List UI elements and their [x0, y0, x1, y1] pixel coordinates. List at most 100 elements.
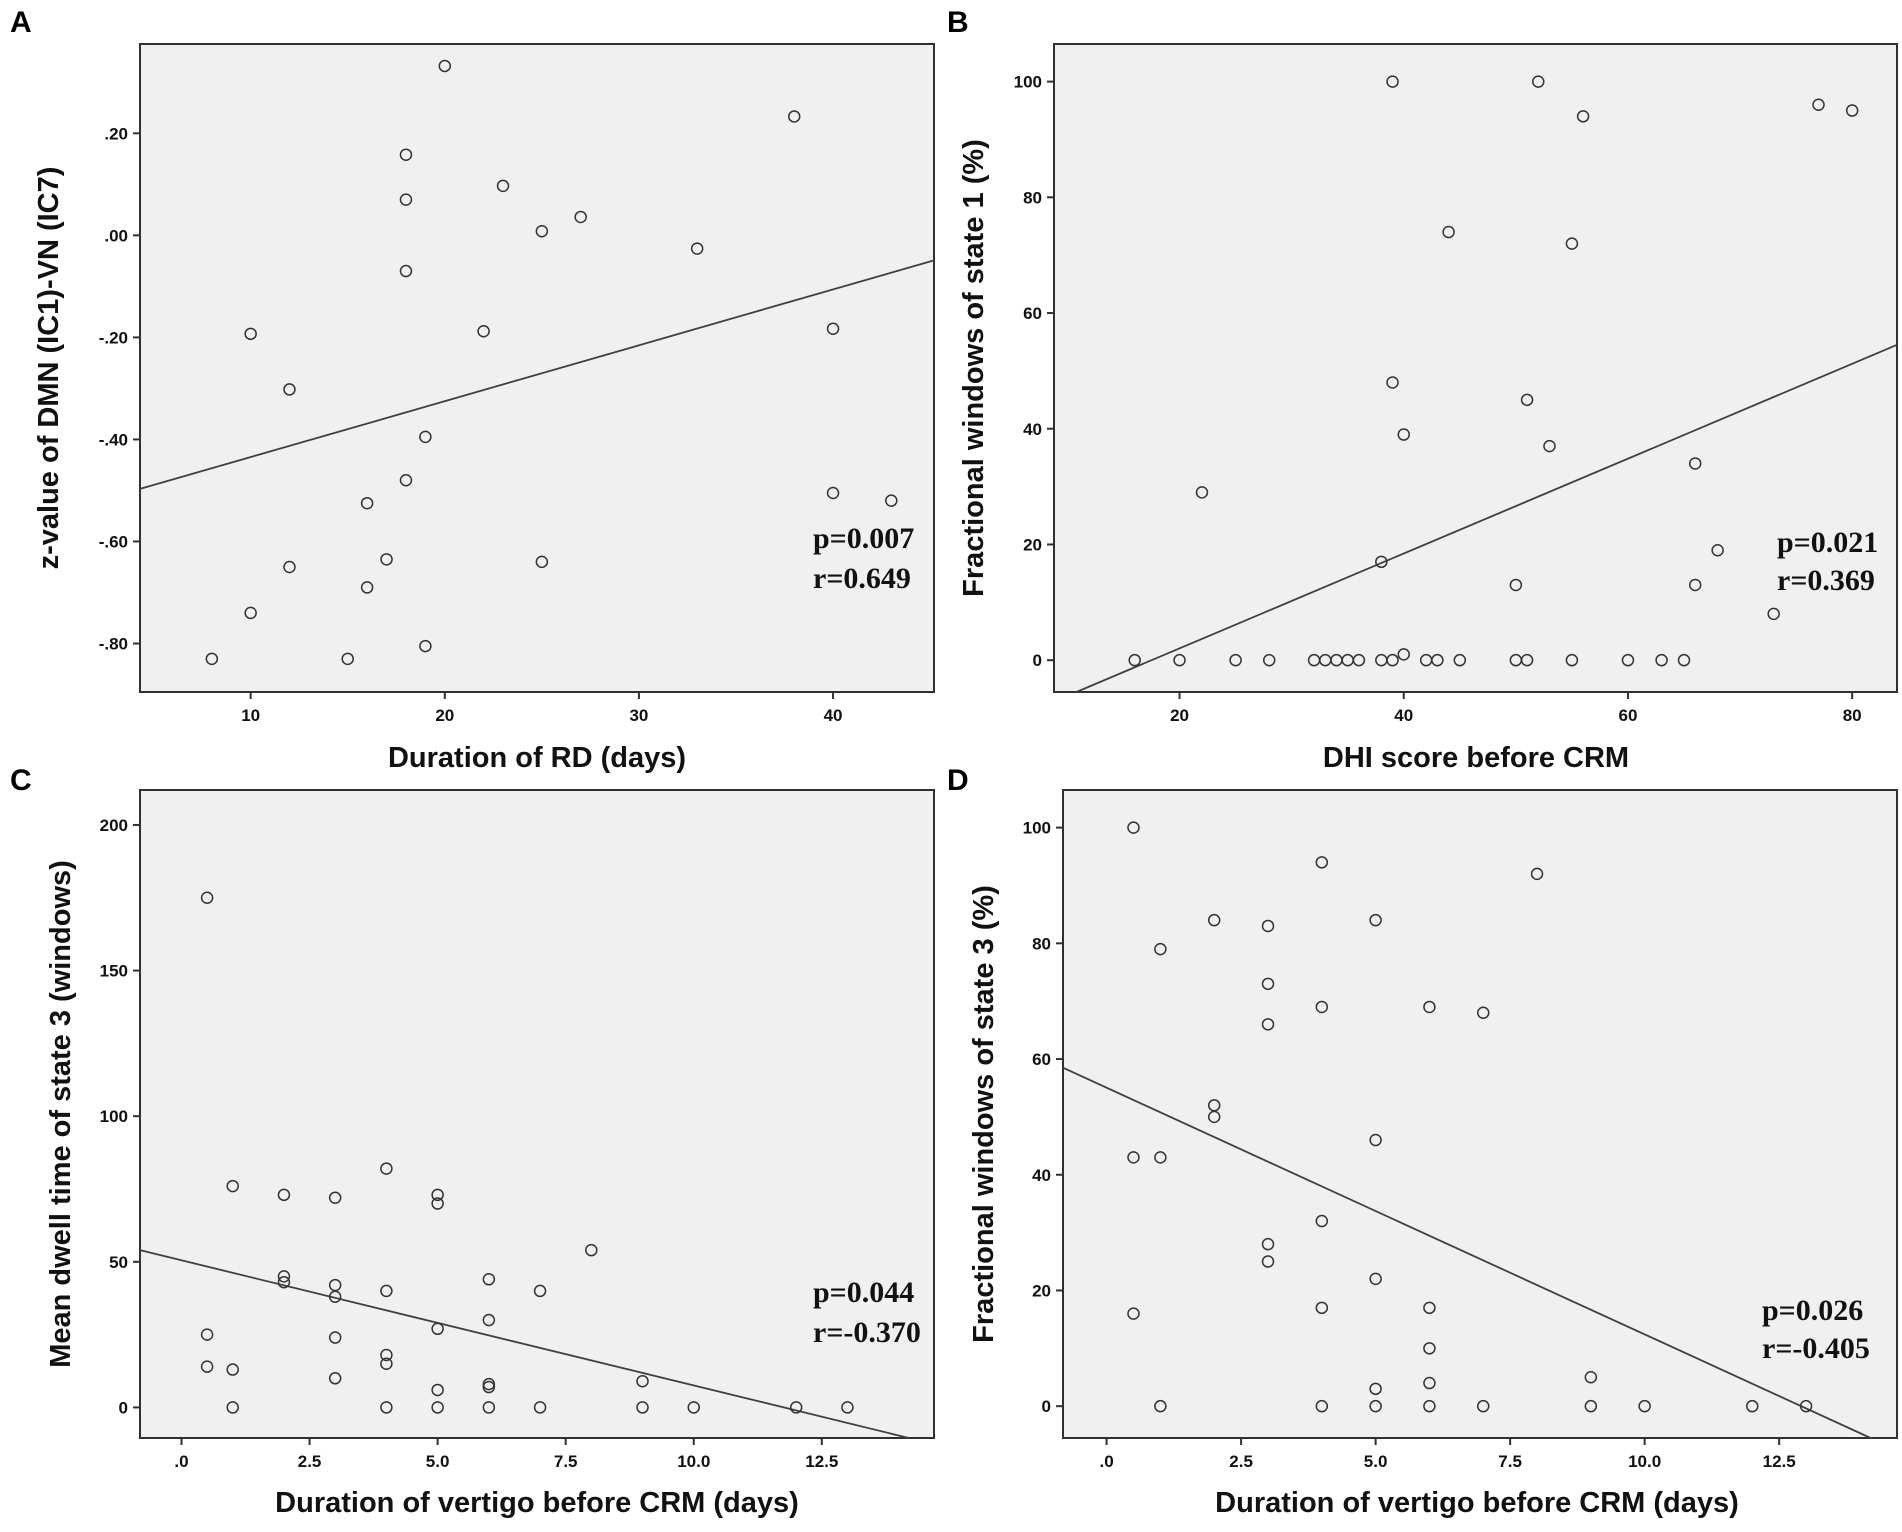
p-value-label-a: p=0.007 — [813, 522, 914, 555]
data-point-a-2 — [244, 327, 257, 341]
plot-area-a — [139, 43, 935, 693]
data-point-d-4 — [1154, 1151, 1167, 1164]
p-value-label-d: p=0.026 — [1762, 1294, 1863, 1327]
data-point-c-14 — [380, 1162, 393, 1175]
data-point-c-15 — [380, 1284, 393, 1298]
data-point-c-6 — [277, 1188, 291, 1202]
x-tick-label-c-4: 10.0 — [677, 1452, 710, 1471]
data-point-d-6 — [1207, 913, 1221, 927]
data-point-b-32 — [1677, 653, 1691, 667]
data-point-b-16 — [1397, 428, 1411, 441]
data-point-c-18 — [380, 1401, 393, 1414]
data-point-a-9 — [399, 474, 413, 487]
x-tick-label-b-3: 80 — [1843, 706, 1862, 725]
x-tick-label-a-1: 20 — [435, 706, 454, 725]
data-point-a-21 — [690, 242, 704, 255]
r-value-label-d: r=-0.405 — [1762, 1332, 1870, 1365]
data-point-b-35 — [1711, 544, 1724, 557]
data-point-a-12 — [399, 148, 413, 161]
data-point-d-21 — [1369, 1272, 1382, 1286]
data-point-d-30 — [1476, 1399, 1490, 1413]
x-tick-label-d-4: 10.0 — [1628, 1452, 1661, 1471]
data-point-d-34 — [1638, 1399, 1651, 1413]
x-tick-label-b-1: 40 — [1394, 706, 1413, 725]
data-point-d-26 — [1423, 1342, 1436, 1355]
r-value-label-a: r=0.649 — [813, 562, 911, 595]
y-tick-label-b-0: 0 — [1033, 651, 1042, 670]
x-tick-label-d-3: 7.5 — [1498, 1452, 1522, 1471]
data-point-b-33 — [1688, 578, 1702, 592]
p-value-label-b: p=0.021 — [1777, 526, 1878, 559]
y-tick-label-b-2: 40 — [1023, 420, 1042, 439]
y-tick-label-a-1: -.60 — [99, 532, 128, 551]
data-point-d-33 — [1584, 1399, 1598, 1413]
data-point-c-2 — [200, 1360, 214, 1373]
y-tick-label-c-3: 150 — [100, 962, 128, 981]
data-point-b-30 — [1621, 653, 1635, 667]
data-point-c-36 — [841, 1401, 854, 1414]
data-point-d-32 — [1584, 1371, 1598, 1384]
data-point-a-0 — [205, 652, 219, 666]
y-tick-label-d-1: 20 — [1032, 1281, 1051, 1300]
data-point-d-5 — [1154, 1399, 1167, 1413]
data-point-b-0 — [1128, 653, 1141, 667]
x-tick-label-a-0: 10 — [241, 706, 260, 725]
y-tick-label-b-5: 100 — [1014, 73, 1042, 92]
data-point-a-22 — [787, 110, 801, 123]
data-point-a-4 — [283, 383, 296, 396]
data-point-c-22 — [431, 1383, 444, 1397]
data-point-a-11 — [399, 193, 413, 206]
data-point-c-3 — [226, 1179, 239, 1193]
y-axis-label-c: Mean dwell time of state 3 (windows) — [45, 860, 77, 1368]
data-point-d-25 — [1423, 1301, 1436, 1315]
x-tick-label-c-5: 12.5 — [805, 1452, 838, 1471]
data-point-a-17 — [496, 179, 510, 193]
data-point-c-31 — [585, 1243, 598, 1257]
data-point-a-19 — [535, 225, 549, 238]
data-point-c-19 — [431, 1188, 444, 1202]
points-d — [1127, 821, 1813, 1413]
data-point-c-28 — [482, 1401, 496, 1414]
data-point-d-14 — [1315, 856, 1329, 869]
data-point-b-18 — [1431, 653, 1444, 667]
data-point-b-22 — [1509, 578, 1523, 592]
plot-area-c — [139, 789, 935, 1439]
data-point-c-34 — [687, 1401, 701, 1414]
x-tick-label-a-2: 30 — [629, 706, 648, 725]
data-point-d-29 — [1476, 1006, 1490, 1019]
data-point-c-4 — [226, 1363, 239, 1376]
data-point-a-15 — [438, 59, 452, 73]
y-tick-label-d-0: 0 — [1042, 1397, 1051, 1416]
data-point-b-4 — [1262, 653, 1276, 667]
data-point-a-23 — [826, 486, 840, 500]
data-point-d-20 — [1369, 1133, 1382, 1147]
data-point-c-17 — [380, 1357, 393, 1370]
data-point-c-21 — [431, 1322, 444, 1336]
r-value-label-b: r=0.369 — [1777, 564, 1875, 597]
y-tick-label-d-4: 80 — [1032, 934, 1051, 953]
data-point-d-28 — [1423, 1399, 1436, 1413]
x-tick-label-d-0: .0 — [1099, 1452, 1113, 1471]
data-point-b-14 — [1386, 75, 1399, 88]
data-point-a-18 — [535, 555, 549, 569]
plot-area-b — [1053, 43, 1898, 693]
data-point-b-34 — [1688, 457, 1702, 470]
data-point-c-13 — [328, 1372, 342, 1385]
data-point-a-6 — [360, 581, 374, 594]
data-point-c-5 — [226, 1401, 239, 1414]
data-point-c-33 — [636, 1401, 649, 1414]
y-axis-label-b: Fractional windows of state 1 (%) — [958, 139, 990, 597]
fit-line-b — [1076, 344, 1898, 693]
p-value-label-c: p=0.044 — [813, 1276, 914, 1309]
y-tick-label-c-2: 100 — [100, 1107, 128, 1126]
data-point-c-20 — [431, 1197, 444, 1210]
x-tick-label-d-1: 2.5 — [1229, 1452, 1253, 1471]
data-point-c-23 — [431, 1401, 444, 1414]
data-point-d-1 — [1127, 1151, 1140, 1164]
r-value-label-c: r=-0.370 — [813, 1316, 921, 1349]
data-point-c-30 — [533, 1401, 547, 1414]
data-point-d-8 — [1207, 1110, 1221, 1124]
data-point-d-22 — [1369, 1382, 1382, 1396]
fit-line-d — [1062, 1066, 1872, 1439]
